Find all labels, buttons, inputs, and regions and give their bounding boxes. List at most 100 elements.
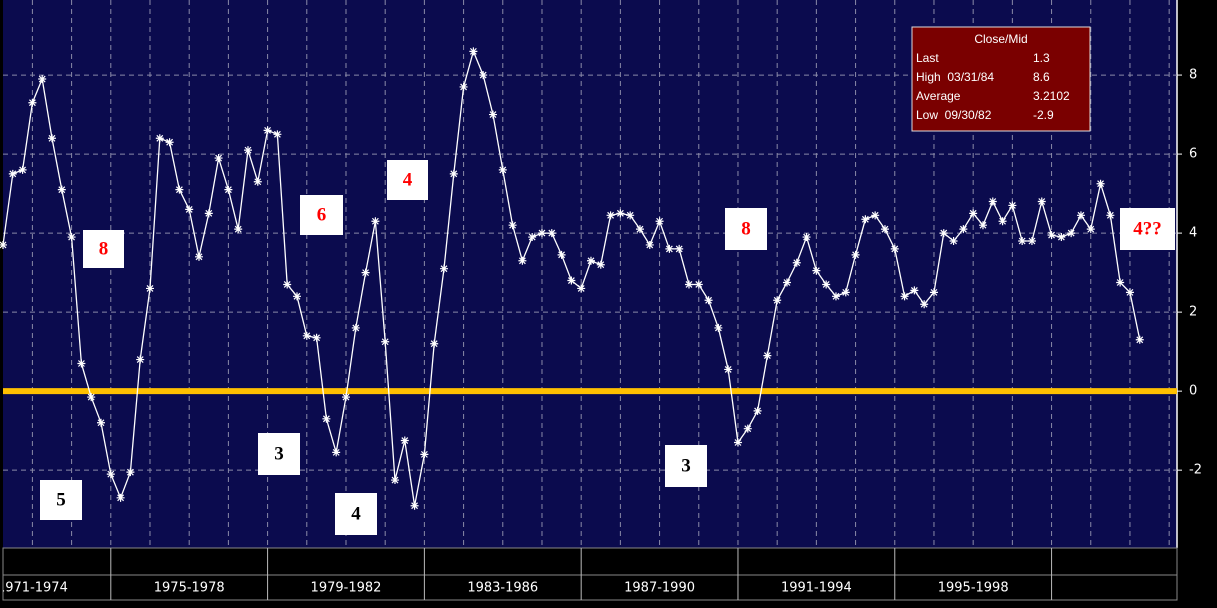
y-tick-label: 4 xyxy=(1189,226,1197,241)
data-point xyxy=(488,110,497,119)
data-point xyxy=(381,337,390,346)
data-point xyxy=(459,82,468,91)
period-label: 1975-1978 xyxy=(154,581,225,596)
data-point xyxy=(87,393,96,402)
data-point xyxy=(596,260,605,269)
stats-value: 8.6 xyxy=(1033,70,1050,84)
annotation-box xyxy=(40,480,82,520)
data-point xyxy=(1027,237,1036,246)
annotation-box xyxy=(83,230,124,268)
annotation-box xyxy=(387,160,428,200)
data-point xyxy=(312,333,321,342)
data-point xyxy=(1086,225,1095,234)
data-point xyxy=(116,493,125,502)
data-point xyxy=(567,276,576,285)
data-point xyxy=(557,250,566,259)
data-point xyxy=(1125,288,1134,297)
period-label-band xyxy=(2,574,1178,601)
stats-value: 3.2102 xyxy=(1033,89,1070,103)
data-point xyxy=(665,244,674,253)
period-label: 1987-1990 xyxy=(624,581,695,596)
data-point xyxy=(439,264,448,273)
data-point xyxy=(1076,211,1085,220)
data-point xyxy=(341,393,350,402)
data-point xyxy=(714,323,723,332)
annotation: 5 xyxy=(56,489,66,510)
data-point xyxy=(420,450,429,459)
data-point xyxy=(969,209,978,218)
data-point xyxy=(498,165,507,174)
data-point xyxy=(185,205,194,214)
data-point xyxy=(361,268,370,277)
data-point xyxy=(302,331,311,340)
data-point xyxy=(234,225,243,234)
data-point xyxy=(175,185,184,194)
data-point xyxy=(616,209,625,218)
y-tick-label: 6 xyxy=(1189,147,1197,162)
period-label: 1995-1998 xyxy=(938,581,1009,596)
data-point xyxy=(1067,229,1076,238)
data-point xyxy=(1106,211,1115,220)
data-point xyxy=(390,476,399,485)
data-point xyxy=(400,436,409,445)
y-tick-label: 0 xyxy=(1189,384,1197,399)
data-point xyxy=(28,98,37,107)
data-point xyxy=(322,414,331,423)
data-point xyxy=(537,229,546,238)
data-point xyxy=(194,252,203,261)
data-point xyxy=(802,233,811,242)
annotation-box xyxy=(258,433,300,475)
data-point xyxy=(694,280,703,289)
data-point xyxy=(704,296,713,305)
annotation: 4 xyxy=(351,503,361,524)
data-point xyxy=(351,323,360,332)
data-point xyxy=(204,209,213,218)
data-point xyxy=(106,470,115,479)
stats-label: Last xyxy=(916,51,939,65)
data-point xyxy=(988,197,997,206)
data-point xyxy=(410,501,419,510)
y-tick-label: 8 xyxy=(1189,68,1197,83)
annotation: 8 xyxy=(99,238,109,259)
annotation-box xyxy=(665,445,707,487)
data-point xyxy=(518,256,527,265)
annotation-box xyxy=(300,195,343,235)
period-label: 1971-1974 xyxy=(0,581,68,596)
data-point xyxy=(145,284,154,293)
data-point xyxy=(939,229,948,238)
data-point xyxy=(547,229,556,238)
annotation: 4?? xyxy=(1133,218,1162,239)
data-point xyxy=(155,134,164,143)
data-point xyxy=(831,292,840,301)
data-point xyxy=(430,339,439,348)
data-point xyxy=(479,71,488,80)
data-point xyxy=(684,280,693,289)
data-point xyxy=(126,468,135,477)
data-point xyxy=(528,233,537,242)
annotation: 8 xyxy=(741,218,751,239)
data-point xyxy=(733,438,742,447)
data-point xyxy=(900,292,909,301)
data-point xyxy=(959,225,968,234)
data-point xyxy=(782,278,791,287)
data-point xyxy=(508,221,517,230)
data-point xyxy=(675,244,684,253)
stats-label: High 03/31/84 xyxy=(916,70,994,84)
data-point xyxy=(812,266,821,275)
annotation-box xyxy=(725,208,767,250)
period-label: 1979-1982 xyxy=(311,581,382,596)
data-point xyxy=(224,185,233,194)
stats-value: 1.3 xyxy=(1033,51,1050,65)
data-point xyxy=(67,233,76,242)
data-point xyxy=(332,448,341,457)
annotation-box xyxy=(1120,208,1175,250)
data-point xyxy=(861,215,870,224)
y-tick-label: -2 xyxy=(1189,463,1202,478)
stats-title: Close/Mid xyxy=(974,32,1027,46)
periods: 1971-1974 1975-1978 1979-1982 1983-1986 1987… xyxy=(0,548,1053,600)
data-point xyxy=(1057,233,1066,242)
data-point xyxy=(449,169,458,178)
data-point xyxy=(371,217,380,226)
data-point xyxy=(577,284,586,293)
